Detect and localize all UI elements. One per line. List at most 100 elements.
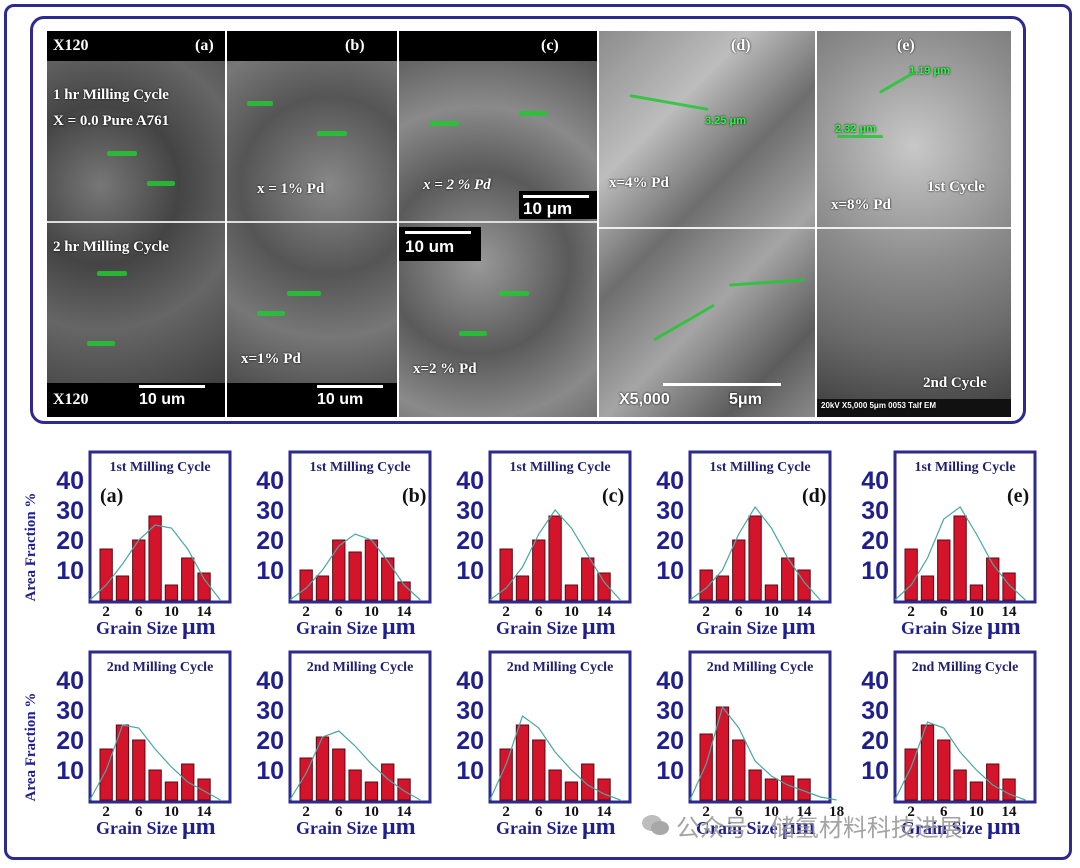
panel-letter-e: (e)	[897, 37, 915, 54]
y-tick-label: 40	[256, 467, 284, 495]
x-axis-unit: μm	[182, 614, 216, 640]
composition-label-b-bottom: x=1% Pd	[241, 351, 301, 367]
y-tick-label: 30	[656, 697, 684, 725]
grain-marker	[257, 311, 285, 316]
histogram-bar	[597, 572, 611, 601]
x-tick-label: 10	[764, 604, 779, 620]
measurement-label-e1: 1.19 μm	[909, 65, 950, 77]
y-tick-label: 30	[256, 697, 284, 725]
y-axis-label: Area Fraction %	[23, 493, 39, 602]
y-tick-label: 40	[56, 467, 84, 495]
y-tick-label: 10	[56, 557, 84, 585]
histogram-title: 1st Milling Cycle	[109, 460, 210, 475]
grain-marker	[519, 111, 547, 116]
grain-measure-line	[728, 278, 806, 287]
histogram-bar	[937, 539, 951, 601]
histogram-bar	[937, 739, 951, 801]
histogram-bar	[148, 769, 162, 801]
x-tick-label: 10	[364, 804, 379, 820]
histogram-bar	[397, 778, 411, 801]
measurement-label-d: 3.25 μm	[705, 115, 746, 127]
histogram-bar	[299, 569, 313, 601]
histogram-bar	[1002, 778, 1016, 801]
panel-divider	[817, 227, 1011, 229]
x-tick-label: 2	[907, 804, 915, 820]
histogram-title: 1st Milling Cycle	[914, 460, 1015, 475]
grain-marker	[247, 101, 273, 106]
histogram-panel-letter: (d)	[802, 485, 826, 507]
y-tick-label: 10	[861, 557, 889, 585]
histogram-bar	[564, 584, 579, 601]
histogram-bar	[969, 781, 984, 801]
x-tick-label: 2	[907, 604, 915, 620]
y-tick-label: 40	[256, 667, 284, 695]
histogram-bar	[364, 539, 379, 601]
measurement-label-e2: 2.32 μm	[835, 123, 876, 135]
histogram-panel-letter: (b)	[402, 485, 426, 507]
histogram-panel-letter: (a)	[100, 485, 123, 507]
y-tick-label: 20	[256, 527, 284, 555]
y-tick-label: 30	[56, 697, 84, 725]
cycle-2hr-label: 2 hr Milling Cycle	[53, 239, 169, 255]
magnification-label-bottom: X120	[53, 391, 89, 408]
histogram-bar	[181, 557, 195, 601]
x-tick-label: 6	[940, 804, 948, 820]
x-axis-label: Grain Size μm	[901, 614, 1021, 640]
grain-marker	[147, 181, 175, 186]
x-tick-label: 6	[735, 604, 743, 620]
histogram-panel-letter: (c)	[602, 485, 624, 507]
magnification-label-d: X5,000	[619, 391, 670, 408]
y-tick-label: 10	[256, 757, 284, 785]
scale-label-d: 5μm	[729, 391, 762, 408]
histogram-bar	[532, 739, 546, 801]
y-tick-label: 10	[656, 757, 684, 785]
x-axis-unit: μm	[782, 614, 816, 640]
histogram-bar	[515, 575, 530, 601]
histogram-bar	[164, 781, 179, 801]
histogram-bar	[548, 515, 562, 601]
histogram-bar	[348, 551, 362, 601]
histogram-bar	[732, 739, 746, 801]
histogram-bar	[764, 584, 779, 601]
scale-box-c-top: 10 μm	[519, 191, 597, 219]
histogram-bar	[748, 769, 762, 801]
composition-label-e: x=8% Pd	[831, 197, 891, 213]
histogram-bar	[381, 763, 395, 801]
x-tick-label: 14	[597, 804, 613, 820]
x-tick-label: 14	[597, 604, 613, 620]
scale-box-c-bottom: 10 um	[399, 227, 481, 261]
x-axis-label: Grain Size μm	[496, 814, 616, 840]
x-tick-label: 14	[797, 604, 813, 620]
x-tick-label: 10	[564, 804, 579, 820]
x-axis-unit: μm	[382, 814, 416, 840]
y-tick-label: 10	[56, 757, 84, 785]
x-tick-label: 10	[364, 604, 379, 620]
x-tick-label: 10	[969, 804, 984, 820]
sem-bottom-strip	[227, 383, 397, 417]
cycle-1st-label: 1st Cycle	[927, 179, 985, 195]
x-tick-label: 14	[397, 804, 413, 820]
scale-label-c: 10 μm	[523, 199, 573, 218]
histogram-bar	[148, 515, 162, 601]
sem-top-strip	[399, 31, 597, 61]
scale-bar	[663, 383, 781, 386]
watermark-text: 公众号 · 储氢材料科技进展	[676, 814, 963, 842]
distribution-curve	[689, 505, 821, 601]
x-tick-label: 2	[302, 604, 310, 620]
sem-footer-strip	[817, 399, 1011, 417]
histogram-bar	[732, 539, 746, 601]
grain-marker	[459, 331, 487, 336]
x-axis-unit: μm	[782, 814, 816, 840]
grain-measure-line	[878, 71, 916, 94]
scale-label-b: 10 um	[317, 391, 364, 408]
x-axis-label: Grain Size μm	[496, 614, 616, 640]
scale-label-c-bottom: 10 um	[405, 237, 455, 256]
composition-label-d: x=4% Pd	[609, 175, 669, 191]
x-axis-unit: μm	[987, 614, 1021, 640]
histogram-bar	[1002, 572, 1016, 601]
histogram-bar	[699, 733, 713, 801]
distribution-curve	[894, 506, 1026, 601]
histogram-bar	[532, 539, 546, 601]
cycle-2nd-label: 2nd Cycle	[923, 375, 987, 391]
histogram-title: 1st Milling Cycle	[309, 460, 410, 475]
